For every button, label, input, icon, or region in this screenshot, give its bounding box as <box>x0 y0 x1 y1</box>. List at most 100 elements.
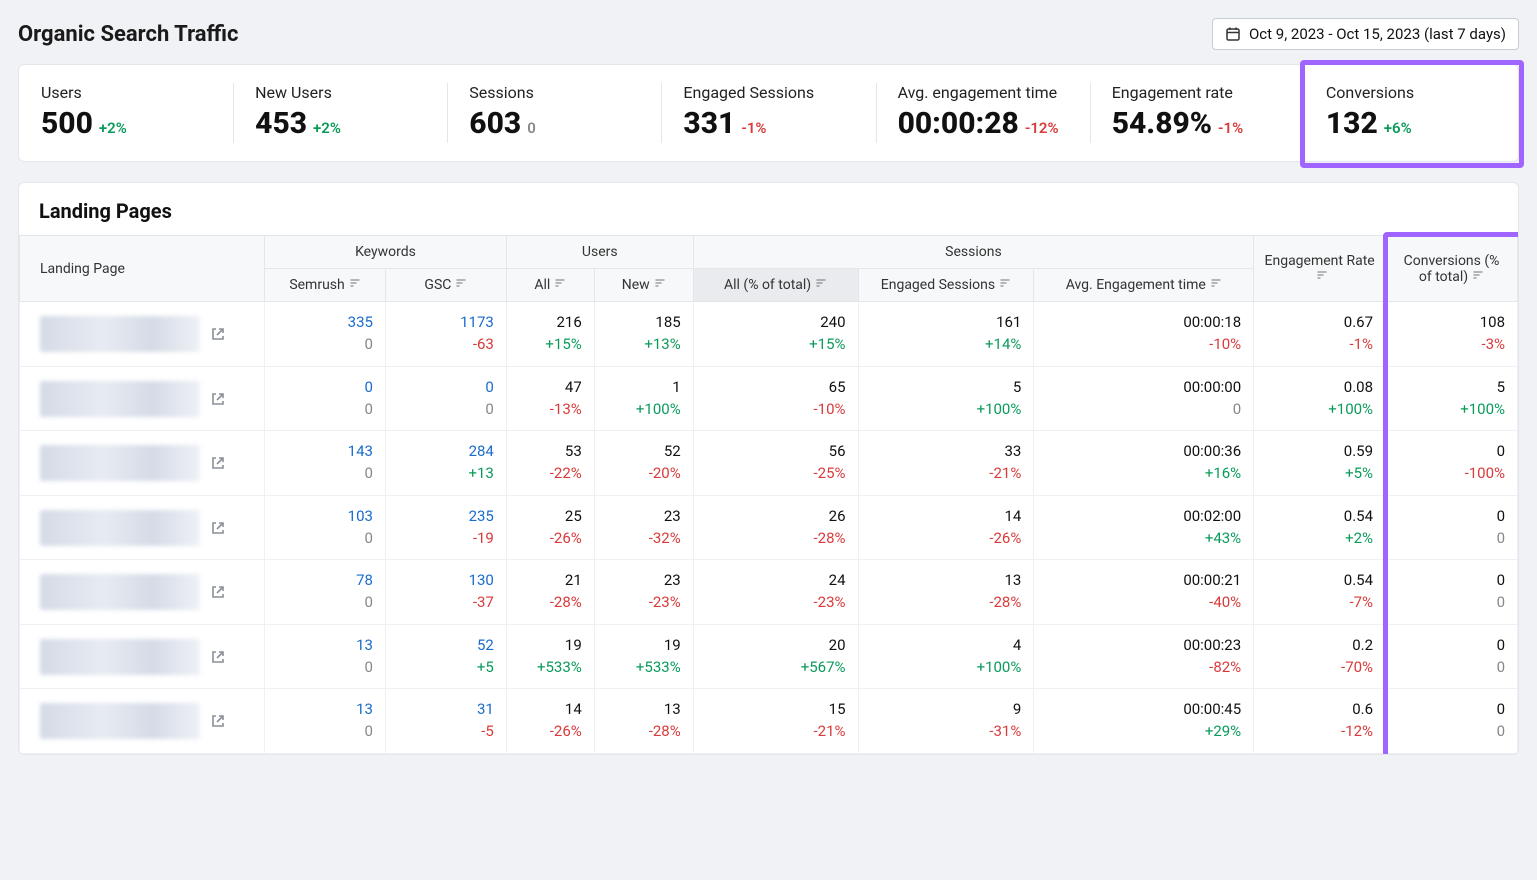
col-semrush[interactable]: Semrush <box>265 269 386 302</box>
stat-cell[interactable]: Engagement rate54.89%-1% <box>1090 65 1304 161</box>
col-engagement-rate[interactable]: Engagement Rate <box>1254 236 1386 302</box>
cell-engaged-sessions: 5+100% <box>858 366 1034 431</box>
cell-conversions: 00 <box>1386 689 1518 754</box>
cell-value: 13 <box>277 699 373 721</box>
stat-cell[interactable]: New Users453+2% <box>233 65 447 161</box>
sort-icon <box>1472 269 1484 285</box>
cell-delta: 0 <box>277 592 373 614</box>
cell-delta: +16% <box>1046 463 1241 485</box>
cell-delta: +43% <box>1046 528 1241 550</box>
stat-value: 00:00:28 <box>898 106 1019 141</box>
cell-value: 24 <box>706 570 846 592</box>
landing-page-cell[interactable] <box>20 689 265 754</box>
col-sessions-all-pct[interactable]: All (% of total) <box>693 269 858 302</box>
cell-value: 53 <box>519 441 582 463</box>
cell-sessions-all: 56-25% <box>693 431 858 496</box>
cell-value: 15 <box>706 699 846 721</box>
cell-users-new: 13-28% <box>594 689 693 754</box>
cell-delta: +15% <box>519 334 582 356</box>
col-gsc[interactable]: GSC <box>385 269 506 302</box>
date-range-picker[interactable]: Oct 9, 2023 - Oct 15, 2023 (last 7 days) <box>1212 18 1519 50</box>
external-link-icon[interactable] <box>210 713 226 729</box>
external-link-icon[interactable] <box>210 584 226 600</box>
cell-delta: -100% <box>1398 463 1505 485</box>
col-conversions[interactable]: Conversions (% of total) <box>1386 236 1518 302</box>
landing-page-cell[interactable] <box>20 366 265 431</box>
cell-value: 335 <box>277 312 373 334</box>
cell-value: 23 <box>607 506 681 528</box>
cell-users-all: 14-26% <box>506 689 594 754</box>
cell-value: 00:00:18 <box>1046 312 1241 334</box>
cell-delta: -26% <box>519 721 582 743</box>
cell-value: 240 <box>706 312 846 334</box>
sort-icon <box>1210 277 1222 293</box>
cell-semrush: 1430 <box>265 431 386 496</box>
external-link-icon[interactable] <box>210 391 226 407</box>
col-users-new[interactable]: New <box>594 269 693 302</box>
cell-semrush: 130 <box>265 624 386 689</box>
cell-delta: +100% <box>1266 399 1373 421</box>
external-link-icon[interactable] <box>210 649 226 665</box>
cell-value: 1173 <box>398 312 494 334</box>
cell-value: 65 <box>706 377 846 399</box>
stat-cell[interactable]: Engaged Sessions331-1% <box>661 65 875 161</box>
sort-icon <box>815 277 827 293</box>
date-range-text: Oct 9, 2023 - Oct 15, 2023 (last 7 days) <box>1249 25 1506 43</box>
cell-delta: -28% <box>871 592 1022 614</box>
cell-delta: -28% <box>607 721 681 743</box>
stat-cell[interactable]: Users500+2% <box>19 65 233 161</box>
cell-delta: -21% <box>871 463 1022 485</box>
col-engaged-sessions[interactable]: Engaged Sessions <box>858 269 1034 302</box>
cell-delta: -12% <box>1266 721 1373 743</box>
cell-value: 0.54 <box>1266 570 1373 592</box>
col-avg-engagement-time[interactable]: Avg. Engagement time <box>1034 269 1254 302</box>
stat-cell[interactable]: Sessions6030 <box>447 65 661 161</box>
page-title: Organic Search Traffic <box>18 22 238 47</box>
cell-delta: +14% <box>871 334 1022 356</box>
cell-engagement-rate: 0.54+2% <box>1254 495 1386 560</box>
landing-page-url-redacted <box>40 703 200 739</box>
cell-avg-engagement-time: 00:00:18-10% <box>1034 302 1254 367</box>
cell-engaged-sessions: 14-26% <box>858 495 1034 560</box>
cell-sessions-all: 24-23% <box>693 560 858 625</box>
stat-delta: +6% <box>1384 119 1412 137</box>
cell-gsc: 52+5 <box>385 624 506 689</box>
cell-conversions: 00 <box>1386 495 1518 560</box>
landing-page-cell[interactable] <box>20 624 265 689</box>
landing-page-cell[interactable] <box>20 495 265 560</box>
cell-engaged-sessions: 33-21% <box>858 431 1034 496</box>
table-row: 33501173-63216+15%185+13%240+15%161+14%0… <box>20 302 1518 367</box>
stat-value: 132 <box>1326 106 1378 141</box>
stat-delta: -1% <box>1218 119 1243 137</box>
col-users-all[interactable]: All <box>506 269 594 302</box>
external-link-icon[interactable] <box>210 455 226 471</box>
landing-page-cell[interactable] <box>20 302 265 367</box>
stat-delta: +2% <box>99 119 127 137</box>
cell-value: 4 <box>871 635 1022 657</box>
cell-delta: -25% <box>706 463 846 485</box>
stat-delta: +2% <box>313 119 341 137</box>
external-link-icon[interactable] <box>210 326 226 342</box>
col-landing-page[interactable]: Landing Page <box>20 236 265 302</box>
landing-page-cell[interactable] <box>20 560 265 625</box>
cell-delta: -31% <box>871 721 1022 743</box>
cell-value: 0 <box>1398 699 1505 721</box>
landing-page-cell[interactable] <box>20 431 265 496</box>
cell-avg-engagement-time: 00:00:36+16% <box>1034 431 1254 496</box>
cell-gsc: 284+13 <box>385 431 506 496</box>
stat-cell[interactable]: Avg. engagement time00:00:28-12% <box>876 65 1090 161</box>
cell-value: 1 <box>607 377 681 399</box>
cell-delta: -63 <box>398 334 494 356</box>
cell-delta: -28% <box>519 592 582 614</box>
cell-value: 52 <box>398 635 494 657</box>
cell-delta: -28% <box>706 528 846 550</box>
cell-delta: -3% <box>1398 334 1505 356</box>
cell-value: 0.54 <box>1266 506 1373 528</box>
cell-delta: -40% <box>1046 592 1241 614</box>
cell-value: 5 <box>1398 377 1505 399</box>
cell-delta: -26% <box>519 528 582 550</box>
stat-cell[interactable]: Conversions132+6% <box>1304 65 1518 161</box>
cell-delta: -23% <box>706 592 846 614</box>
external-link-icon[interactable] <box>210 520 226 536</box>
cell-delta: 0 <box>1398 528 1505 550</box>
